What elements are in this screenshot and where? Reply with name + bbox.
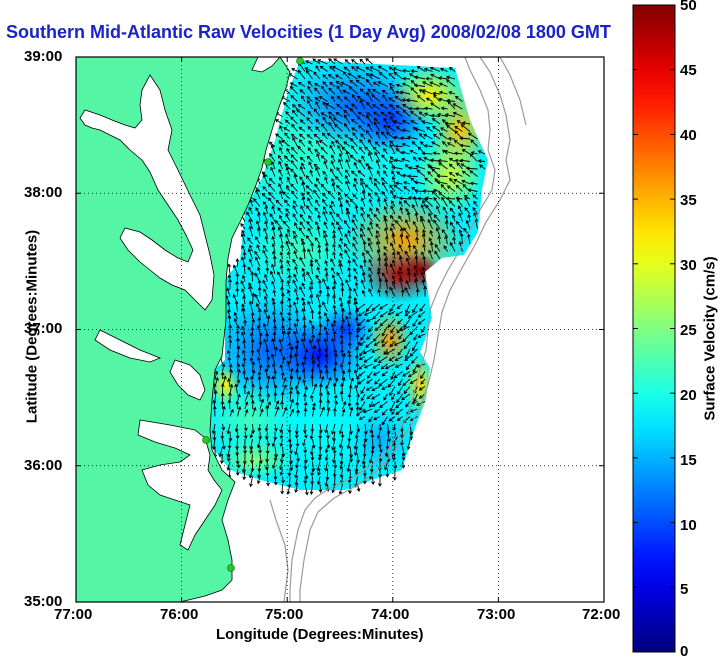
colorbar-tick-label: 25 <box>680 322 697 339</box>
x-tick-label: 75:00 <box>265 606 303 623</box>
colorbar-tick-label: 45 <box>680 62 697 79</box>
x-axis-label: Longitude (Degrees:Minutes) <box>216 626 424 643</box>
colorbar-tick-label: 5 <box>680 581 688 598</box>
colorbar-tick-label: 50 <box>680 0 697 14</box>
colorbar-tick-label: 40 <box>680 127 697 144</box>
colorbar-tick-label: 20 <box>680 387 697 404</box>
y-tick-label: 39:00 <box>24 48 62 65</box>
y-tick-label: 36:00 <box>24 457 62 474</box>
x-tick-label: 73:00 <box>477 606 515 623</box>
colorbar-tick-label: 30 <box>680 257 697 274</box>
colorbar-gradient <box>633 5 675 652</box>
colorbar-tick-label: 10 <box>680 517 697 534</box>
x-tick-label: 72:00 <box>582 606 620 623</box>
colorbar-label: Surface Velocity (cm/s) <box>702 239 719 439</box>
colorbar-tick-label: 35 <box>680 192 697 209</box>
colorbar-tick-label: 15 <box>680 452 697 469</box>
x-tick-label: 74:00 <box>371 606 409 623</box>
colorbar-tick-label: 0 <box>680 643 688 660</box>
x-tick-label: 76:00 <box>160 606 198 623</box>
y-tick-label: 38:00 <box>24 184 62 201</box>
y-axis-label: Latitude (Degrees:Minutes) <box>24 227 41 427</box>
y-tick-label: 35:00 <box>24 593 62 610</box>
